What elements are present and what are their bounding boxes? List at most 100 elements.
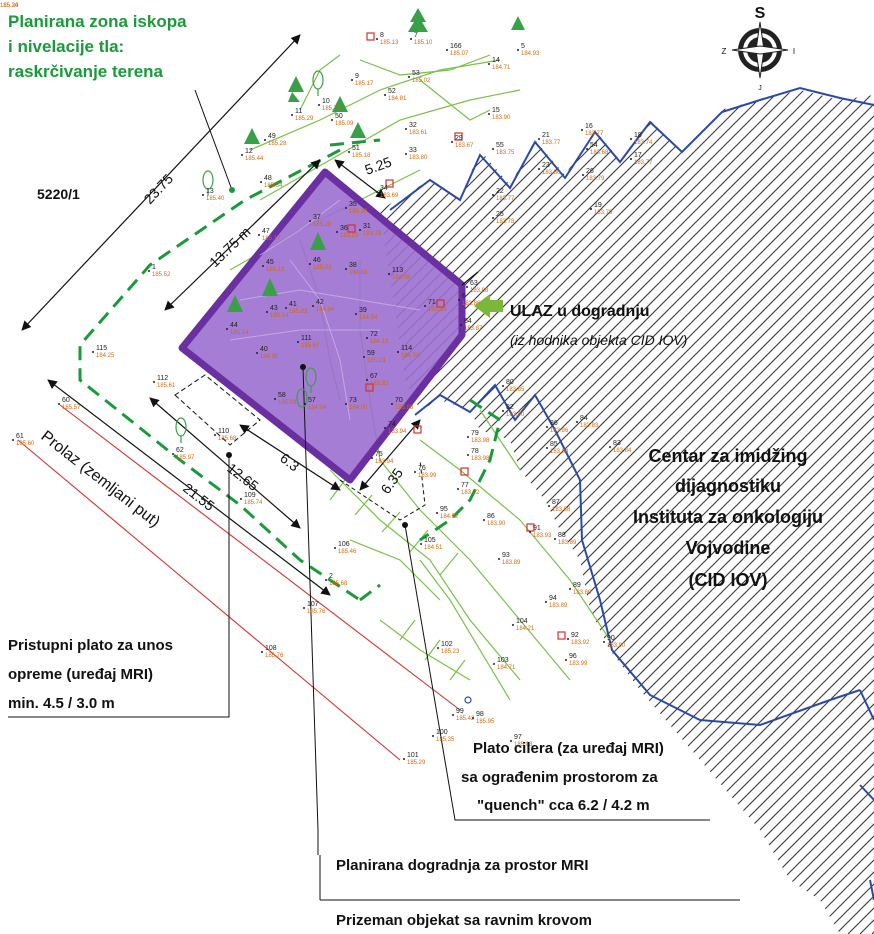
point-elevation: 183.90 xyxy=(487,521,506,527)
point-elevation: 183.90 xyxy=(607,643,626,649)
tree-icon xyxy=(332,96,348,112)
point-marker xyxy=(262,265,264,267)
passage-label: Prolaz (zemljani put) xyxy=(38,428,163,531)
point-marker xyxy=(545,601,547,603)
point-marker xyxy=(366,337,368,339)
point-elevation: 184.04 xyxy=(401,353,420,359)
tree-icon xyxy=(350,122,366,138)
point-elevation: 185.35 xyxy=(436,737,455,743)
point-number: 55 xyxy=(496,142,504,149)
point-marker xyxy=(291,114,293,116)
point-elevation: 185.34 xyxy=(264,183,283,189)
point-number: 59 xyxy=(367,350,375,357)
point-marker xyxy=(538,138,540,140)
point-marker xyxy=(260,181,262,183)
point-number: 47 xyxy=(262,228,270,235)
point-marker xyxy=(153,381,155,383)
point-marker xyxy=(630,138,632,140)
point-number: 89 xyxy=(573,582,581,589)
point-number: 71 xyxy=(428,299,436,306)
entrance-title: ULAZ u dogradnju xyxy=(510,303,650,320)
point-elevation: 183.79 xyxy=(586,176,605,182)
point-elevation: 183.89 xyxy=(549,603,568,609)
point-elevation: 185.30 xyxy=(0,3,19,9)
point-number: 99 xyxy=(456,708,464,715)
point-number: 37 xyxy=(313,214,321,221)
point-number: 38 xyxy=(349,262,357,269)
point-marker xyxy=(472,717,474,719)
point-number: 19 xyxy=(594,202,602,209)
point-number: 74 xyxy=(388,421,396,428)
point-number: 96 xyxy=(569,653,577,660)
point-number: 29 xyxy=(455,135,463,142)
point-number: 14 xyxy=(492,57,500,64)
point-elevation: 185.03 xyxy=(313,265,332,271)
tree-icons xyxy=(227,8,525,312)
point-elevation: 184.71 xyxy=(492,65,511,71)
point-elevation: 185.02 xyxy=(412,78,431,84)
point-marker xyxy=(437,647,439,649)
point-elevation: 185.57 xyxy=(62,405,81,411)
point-number: 57 xyxy=(308,397,316,404)
point-number: 43 xyxy=(270,305,278,312)
point-elevation: 183.73 xyxy=(363,231,382,237)
point-number: 52 xyxy=(388,88,396,95)
tree-icon xyxy=(262,278,278,296)
point-elevation: 183.83 xyxy=(340,233,359,239)
point-number: 5 xyxy=(521,43,525,50)
point-number: 95 xyxy=(440,506,448,513)
point-marker xyxy=(312,305,314,307)
point-elevation: 184.00 xyxy=(349,405,368,411)
point-marker xyxy=(12,439,14,441)
point-marker xyxy=(546,426,548,428)
point-elevation: 183.84 xyxy=(550,449,569,455)
point-number: 46 xyxy=(313,257,321,264)
point-number: 100 xyxy=(436,729,448,736)
point-number: 2 xyxy=(329,573,333,580)
point-elevation: 185.68 xyxy=(218,436,237,442)
point-marker xyxy=(264,139,266,141)
tree-icon xyxy=(511,16,525,30)
point-number: 105 xyxy=(424,537,436,544)
planned-extension-caption: Planirana dogradnja za prostor MRI xyxy=(336,857,589,874)
point-number: 85 xyxy=(550,441,558,448)
point-elevation: 183.88 xyxy=(470,288,489,294)
point-number: 54 xyxy=(590,142,598,149)
access-plateau-line3: min. 4.5 / 3.0 m xyxy=(8,695,115,712)
point-number: 64 xyxy=(464,318,472,325)
point-marker xyxy=(376,38,378,40)
excavation-zone-east xyxy=(419,398,502,542)
point-elevation: 185.97 xyxy=(176,455,195,461)
point-elevation: 184.83 xyxy=(349,270,368,276)
dim-23-75: 23.75 xyxy=(140,170,176,207)
point-marker xyxy=(172,453,174,455)
point-elevation: 183.88 xyxy=(552,507,571,513)
point-marker xyxy=(460,324,462,326)
point-marker xyxy=(405,128,407,130)
point-marker xyxy=(345,268,347,270)
point-marker xyxy=(424,305,426,307)
chiller-line3: "quench" cca 6.2 / 4.2 m xyxy=(477,797,650,814)
cid-line3: Instituta za onkologiju xyxy=(633,507,823,527)
point-number: 25 xyxy=(496,211,504,218)
entrance-arrow-icon xyxy=(474,294,503,318)
point-marker xyxy=(408,76,410,78)
tree-icon xyxy=(408,8,428,32)
point-number: 44 xyxy=(230,322,238,329)
point-elevation: 185.42 xyxy=(456,716,475,722)
point-marker xyxy=(457,488,459,490)
chiller-line2: sa ograđenim prostorom za xyxy=(461,769,658,786)
point-elevation: 185.24 xyxy=(0,3,19,9)
point-elevation: 183.69 xyxy=(380,193,399,199)
point-number: 34 xyxy=(380,185,388,192)
point-marker xyxy=(241,154,243,156)
cid-line2: dijagnostiku xyxy=(675,476,781,496)
point-number: 17 xyxy=(634,152,642,159)
point-marker xyxy=(538,168,540,170)
excavation-zone-line2: i nivelacije tla: xyxy=(8,37,124,56)
point-elevation: 183.77 xyxy=(542,140,561,146)
blue-marker xyxy=(464,696,472,704)
point-elevation: 185.03 xyxy=(514,742,533,748)
point-elevation: 185.03 xyxy=(278,400,297,406)
